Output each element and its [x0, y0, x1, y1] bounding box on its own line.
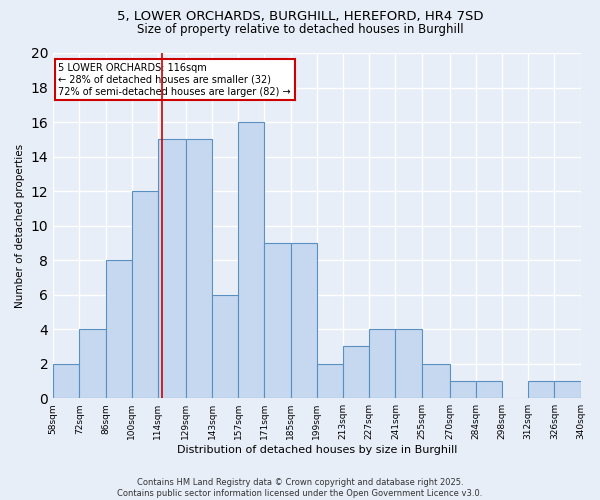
Text: Size of property relative to detached houses in Burghill: Size of property relative to detached ho… [137, 22, 463, 36]
Bar [317, 364, 343, 398]
Bar [158, 140, 186, 398]
X-axis label: Distribution of detached houses by size in Burghill: Distribution of detached houses by size … [176, 445, 457, 455]
Bar [476, 381, 502, 398]
Bar [106, 260, 132, 398]
Bar [212, 294, 238, 398]
Bar [79, 329, 106, 398]
Bar [132, 191, 158, 398]
Bar [395, 329, 422, 398]
Bar [343, 346, 369, 398]
Bar [53, 364, 79, 398]
Bar [422, 364, 449, 398]
Bar [449, 381, 476, 398]
Y-axis label: Number of detached properties: Number of detached properties [15, 144, 25, 308]
Bar [554, 381, 581, 398]
Bar [265, 243, 290, 398]
Bar [369, 329, 395, 398]
Bar [290, 243, 317, 398]
Bar [238, 122, 265, 398]
Text: 5, LOWER ORCHARDS, BURGHILL, HEREFORD, HR4 7SD: 5, LOWER ORCHARDS, BURGHILL, HEREFORD, H… [117, 10, 483, 23]
Text: 5 LOWER ORCHARDS: 116sqm
← 28% of detached houses are smaller (32)
72% of semi-d: 5 LOWER ORCHARDS: 116sqm ← 28% of detach… [58, 64, 291, 96]
Bar [186, 140, 212, 398]
Bar [528, 381, 554, 398]
Text: Contains HM Land Registry data © Crown copyright and database right 2025.
Contai: Contains HM Land Registry data © Crown c… [118, 478, 482, 498]
